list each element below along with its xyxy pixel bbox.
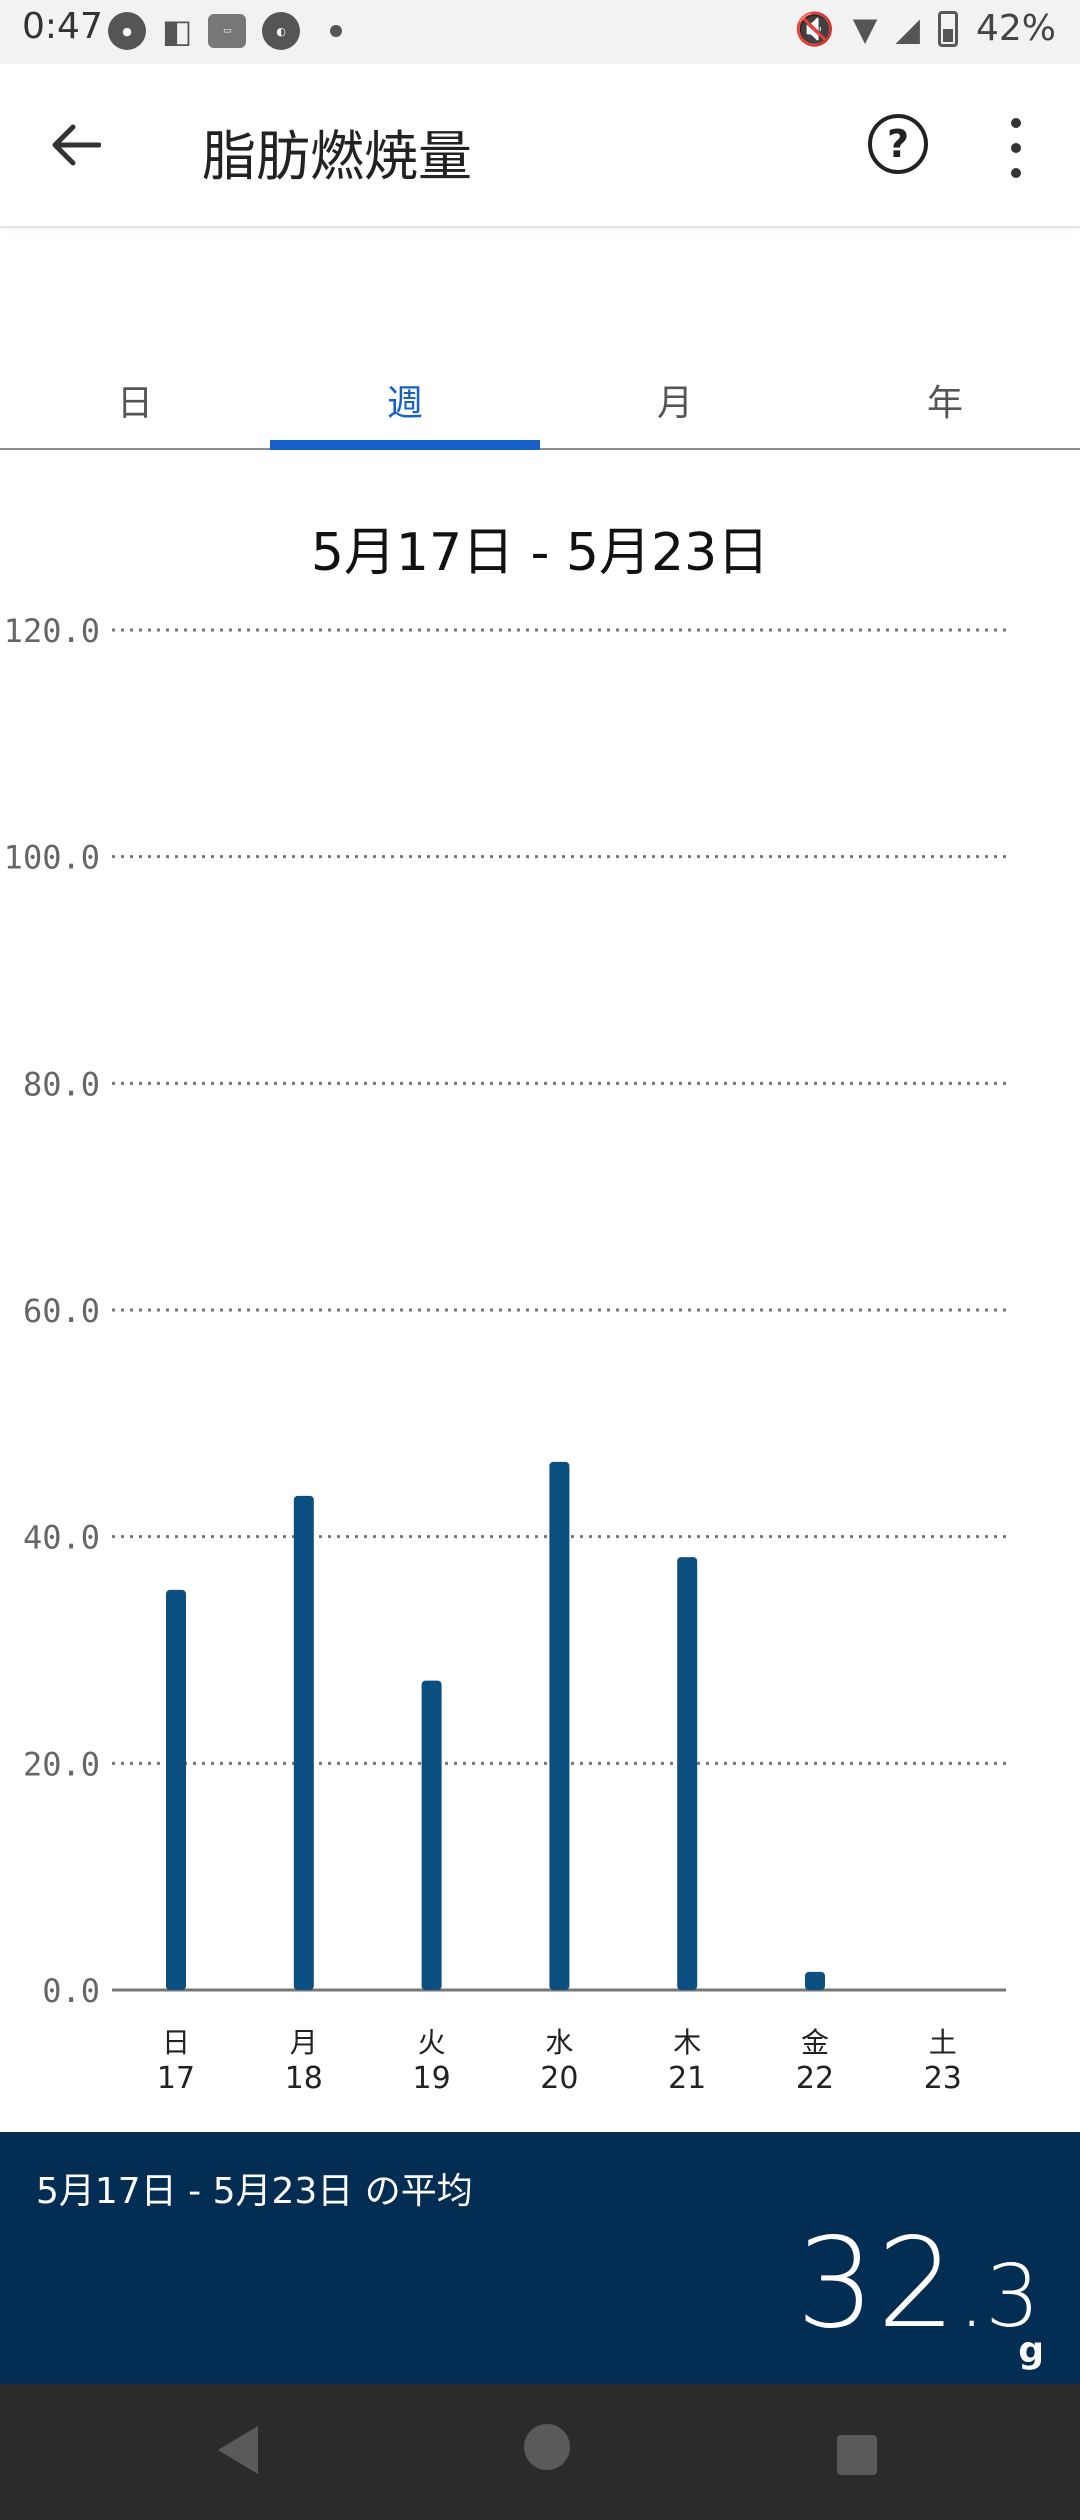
system-nav-bar <box>0 2384 1080 2520</box>
line-icon: ● <box>108 12 146 50</box>
help-circle-icon: ? <box>886 122 910 166</box>
summary-label: 5月17日 - 5月23日 の平均 <box>36 2171 473 2212</box>
chart-bar[interactable] <box>805 1971 825 1990</box>
sim-icon: ◧ <box>162 12 193 50</box>
tab-day[interactable]: 日 <box>116 383 153 424</box>
chart-bar[interactable] <box>293 1495 314 1990</box>
summary-value-decimal: .3 <box>957 2247 1040 2347</box>
arrow-left-icon <box>52 124 101 166</box>
nav-recents-button[interactable] <box>836 2434 878 2480</box>
x-tick-weekday: 水 <box>545 2026 573 2059</box>
status-bar: 0:47 ● ◧ ▭ ◐ 🔇 ▼ ◢ 42% <box>0 0 1080 64</box>
back-button[interactable] <box>40 110 110 180</box>
x-tick-weekday: 月 <box>290 2026 318 2059</box>
summary-value: 32 .3 <box>796 2212 1040 2356</box>
more-vertical-icon <box>1011 118 1021 128</box>
period-tabs: 日 週 月 年 <box>0 350 1080 450</box>
more-options-button[interactable] <box>996 118 1036 178</box>
y-tick-label: 20.0 <box>23 1745 100 1783</box>
signal-icon: ◢ <box>895 9 920 48</box>
x-tick-weekday: 木 <box>673 2026 701 2059</box>
chart-bar[interactable] <box>549 1461 570 1990</box>
x-tick-weekday: 日 <box>162 2026 190 2059</box>
omron-connect-icon: ▭ <box>208 14 247 48</box>
circle-home-icon <box>524 2424 570 2470</box>
y-tick-label: 40.0 <box>23 1519 100 1557</box>
chart-svg: 0.020.040.060.080.0100.0120.0日17月18火19水2… <box>4 612 1006 2096</box>
wifi-icon: ▼ <box>852 9 878 48</box>
y-tick-label: 0.0 <box>42 1972 100 2010</box>
tab-year[interactable]: 年 <box>926 383 963 424</box>
nav-back-button[interactable] <box>212 2422 262 2482</box>
x-tick-day: 17 <box>157 2061 195 2096</box>
help-button[interactable]: ? <box>868 114 928 174</box>
chart-bar[interactable] <box>166 1589 186 1990</box>
y-tick-label: 100.0 <box>4 839 100 877</box>
app-icon: ◐ <box>262 12 301 50</box>
x-tick-day: 23 <box>924 2061 962 2096</box>
battery-icon <box>937 10 958 47</box>
summary-unit: g <box>1018 2330 1044 2371</box>
x-tick-day: 21 <box>668 2061 706 2096</box>
tab-week[interactable]: 週 <box>270 350 540 450</box>
more-notifications-dot <box>330 25 343 37</box>
y-tick-label: 120.0 <box>4 612 100 650</box>
x-tick-weekday: 金 <box>801 2026 829 2059</box>
status-system-icons: 🔇 ▼ ◢ 42% <box>795 8 1056 49</box>
fat-burn-chart: 0.0 20.0 40.0 60.0 80.0 100.0 120.0 日 17 月 18 火 19 水 2… <box>0 580 1080 2096</box>
battery-percent: 42% <box>975 8 1056 49</box>
summary-value-integer: 32 <box>796 2212 958 2356</box>
x-tick-day: 18 <box>285 2061 323 2096</box>
tab-month[interactable]: 月 <box>656 383 693 424</box>
page-title: 脂肪燃焼量 <box>202 125 472 188</box>
app-bar: 脂肪燃焼量 ? <box>0 64 1080 228</box>
date-range-title: 5月17日 - 5月23日 <box>310 523 770 583</box>
x-tick-weekday: 土 <box>929 2026 957 2059</box>
x-tick-weekday: 火 <box>418 2026 446 2059</box>
y-tick-label: 60.0 <box>23 1292 100 1330</box>
status-time: 0:47 <box>22 6 103 47</box>
x-tick-day: 22 <box>796 2061 834 2096</box>
x-tick-day: 20 <box>540 2061 578 2096</box>
nav-home-button[interactable] <box>522 2422 572 2476</box>
square-recents-icon <box>837 2435 877 2475</box>
chart-bar[interactable] <box>677 1557 698 1990</box>
x-tick-day: 19 <box>413 2061 451 2096</box>
triangle-back-icon <box>218 2426 258 2474</box>
mute-icon: 🔇 <box>794 9 835 48</box>
chart-bar[interactable] <box>421 1680 442 1990</box>
average-summary: 5月17日 - 5月23日 の平均 32 .3 g <box>0 2132 1080 2384</box>
y-tick-label: 80.0 <box>23 1065 100 1103</box>
status-notification-icons: ● ◧ ▭ ◐ <box>108 12 343 50</box>
